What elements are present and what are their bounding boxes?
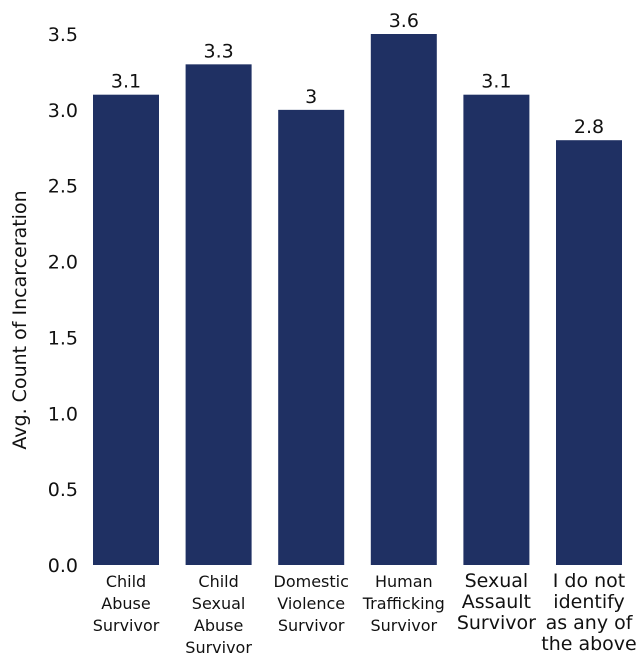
x-tick-label: Violence	[277, 594, 345, 613]
y-tick-label: 0.5	[48, 479, 78, 501]
x-tick-label: Human	[375, 572, 433, 591]
x-tick-label: the above	[541, 633, 636, 655]
x-tick-label: Sexual	[192, 594, 246, 613]
x-tick-label: Survivor	[278, 616, 345, 635]
bar	[93, 94, 159, 565]
x-tick-label: Child	[106, 572, 146, 591]
x-tick-label: I do not	[553, 570, 625, 592]
x-tick-label: Survivor	[370, 616, 437, 635]
x-tick-label: Assault	[462, 591, 531, 613]
x-tick-label: Abuse	[101, 594, 150, 613]
x-tick-label: Sexual	[465, 570, 529, 592]
x-axis-labels: Child Abuse Survivor Child Sexual Abuse Surviv…	[93, 570, 636, 657]
y-tick-label: 1.5	[48, 327, 78, 349]
data-labels: 3.1 3.3 3 3.6 3.1 2.8	[111, 10, 604, 138]
bar-value-label: 3.1	[481, 71, 511, 93]
bars	[93, 34, 622, 565]
bar	[556, 140, 622, 565]
bar	[278, 109, 345, 565]
y-tick-label: 0.0	[48, 555, 78, 577]
x-tick-label: Domestic	[274, 572, 349, 591]
x-tick-label: Survivor	[93, 616, 160, 635]
bar-value-label: 3.1	[111, 71, 141, 93]
y-tick-label: 2.5	[48, 176, 78, 198]
bar	[185, 64, 252, 565]
y-axis-label: Avg. Count of Incarceration	[9, 190, 31, 449]
y-tick-label: 2.0	[48, 252, 78, 274]
bar-value-label: 2.8	[574, 116, 604, 138]
bar	[463, 94, 530, 565]
y-tick-label: 1.0	[48, 403, 78, 425]
x-tick-label: Survivor	[185, 638, 252, 657]
bar-value-label: 3.6	[389, 10, 419, 32]
x-tick-label: Abuse	[194, 616, 243, 635]
y-tick-label: 3.0	[48, 100, 78, 122]
y-axis-ticks: 0.0 0.5 1.0 1.5 2.0 2.5 3.0 3.5	[48, 24, 78, 577]
x-tick-label: as any of	[546, 612, 634, 634]
x-tick-label: identify	[553, 591, 624, 613]
bar-value-label: 3.3	[203, 40, 233, 62]
x-tick-label: Trafficking	[362, 594, 445, 613]
bar-value-label: 3	[305, 86, 317, 108]
x-tick-label: Survivor	[457, 612, 536, 634]
x-tick-label: Child	[198, 572, 238, 591]
y-tick-label: 3.5	[48, 24, 78, 46]
bar	[370, 34, 437, 565]
